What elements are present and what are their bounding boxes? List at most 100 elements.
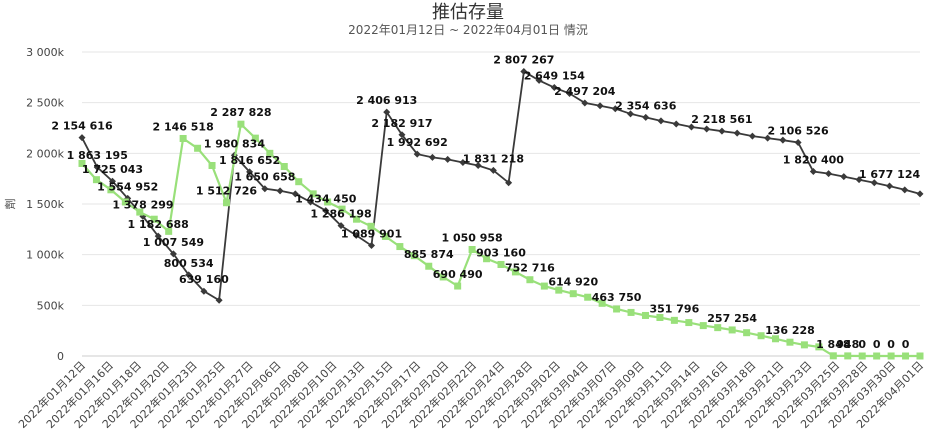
data-point[interactable]	[169, 250, 177, 258]
data-point[interactable]	[743, 329, 751, 337]
data-point[interactable]	[150, 215, 158, 223]
data-point[interactable]	[165, 227, 173, 235]
data-point[interactable]	[413, 150, 421, 158]
data-point[interactable]	[728, 326, 736, 334]
data-point[interactable]	[670, 316, 678, 324]
data-point[interactable]	[581, 99, 589, 107]
data-point[interactable]	[887, 352, 895, 360]
data-point[interactable]	[815, 343, 823, 351]
data-point[interactable]	[800, 341, 808, 349]
data-point[interactable]	[657, 117, 665, 125]
data-point[interactable]	[307, 198, 315, 206]
data-point[interactable]	[353, 215, 361, 223]
data-point[interactable]	[505, 179, 513, 187]
data-point[interactable]	[844, 352, 852, 360]
data-point[interactable]	[858, 352, 866, 360]
data-point[interactable]	[855, 176, 863, 184]
data-point[interactable]	[108, 177, 116, 185]
data-point[interactable]	[121, 198, 129, 206]
data-point[interactable]	[107, 186, 115, 194]
data-point[interactable]	[540, 282, 548, 290]
data-point[interactable]	[291, 190, 299, 198]
data-point[interactable]	[748, 132, 756, 140]
data-point[interactable]	[757, 332, 765, 340]
data-point[interactable]	[483, 255, 491, 263]
data-point[interactable]	[825, 170, 833, 178]
data-point[interactable]	[870, 179, 878, 187]
data-point[interactable]	[779, 136, 787, 144]
data-point[interactable]	[613, 305, 621, 313]
data-point[interactable]	[367, 242, 375, 250]
data-point[interactable]	[251, 134, 259, 142]
data-point[interactable]	[886, 182, 894, 190]
data-point[interactable]	[916, 190, 924, 198]
data-point[interactable]	[78, 159, 86, 167]
data-point[interactable]	[535, 76, 543, 84]
data-point[interactable]	[641, 311, 649, 319]
data-point[interactable]	[569, 290, 577, 298]
data-point[interactable]	[459, 158, 467, 166]
data-point[interactable]	[383, 108, 391, 116]
data-point[interactable]	[352, 231, 360, 239]
data-point[interactable]	[381, 232, 389, 240]
data-point[interactable]	[497, 260, 505, 268]
data-point[interactable]	[718, 127, 726, 135]
data-point[interactable]	[596, 102, 604, 110]
data-point[interactable]	[526, 276, 534, 284]
data-point[interactable]	[398, 131, 406, 139]
data-point[interactable]	[222, 199, 230, 207]
data-point[interactable]	[261, 185, 269, 193]
data-point[interactable]	[215, 296, 223, 304]
data-point[interactable]	[324, 198, 332, 206]
data-point[interactable]	[295, 178, 303, 186]
data-point[interactable]	[428, 153, 436, 161]
data-point[interactable]	[468, 246, 476, 254]
data-point[interactable]	[194, 144, 202, 152]
data-point[interactable]	[566, 90, 574, 98]
data-point[interactable]	[444, 155, 452, 163]
data-point[interactable]	[396, 243, 404, 251]
data-point[interactable]	[794, 139, 802, 147]
data-point[interactable]	[489, 166, 497, 174]
data-point[interactable]	[550, 84, 558, 92]
data-point[interactable]	[764, 134, 772, 142]
data-point[interactable]	[873, 352, 881, 360]
data-point[interactable]	[611, 105, 619, 113]
data-point[interactable]	[627, 110, 635, 118]
data-point[interactable]	[474, 161, 482, 169]
data-point[interactable]	[916, 352, 924, 360]
data-point[interactable]	[266, 149, 274, 157]
data-point[interactable]	[703, 125, 711, 133]
data-point[interactable]	[309, 190, 317, 198]
data-point[interactable]	[322, 207, 330, 215]
data-point[interactable]	[642, 113, 650, 121]
data-point[interactable]	[786, 338, 794, 346]
data-point[interactable]	[237, 120, 245, 128]
data-point[interactable]	[78, 134, 86, 142]
data-point[interactable]	[154, 232, 162, 240]
data-point[interactable]	[656, 313, 664, 321]
data-point[interactable]	[136, 208, 144, 216]
data-point[interactable]	[93, 163, 101, 171]
data-point[interactable]	[685, 319, 693, 327]
data-point[interactable]	[772, 335, 780, 343]
data-point[interactable]	[733, 129, 741, 137]
data-point[interactable]	[511, 268, 519, 276]
data-point[interactable]	[520, 68, 528, 76]
data-point[interactable]	[179, 134, 187, 142]
data-point[interactable]	[92, 176, 100, 184]
data-point[interactable]	[598, 299, 606, 307]
data-point[interactable]	[280, 163, 288, 171]
data-point[interactable]	[555, 286, 563, 294]
data-point[interactable]	[338, 205, 346, 213]
data-point[interactable]	[425, 262, 433, 270]
data-point[interactable]	[454, 282, 462, 290]
data-point[interactable]	[439, 273, 447, 281]
data-point[interactable]	[829, 352, 837, 360]
data-point[interactable]	[208, 161, 216, 169]
data-point[interactable]	[902, 352, 910, 360]
data-point[interactable]	[627, 308, 635, 316]
data-point[interactable]	[367, 222, 375, 230]
data-point[interactable]	[276, 187, 284, 195]
data-point[interactable]	[901, 186, 909, 194]
